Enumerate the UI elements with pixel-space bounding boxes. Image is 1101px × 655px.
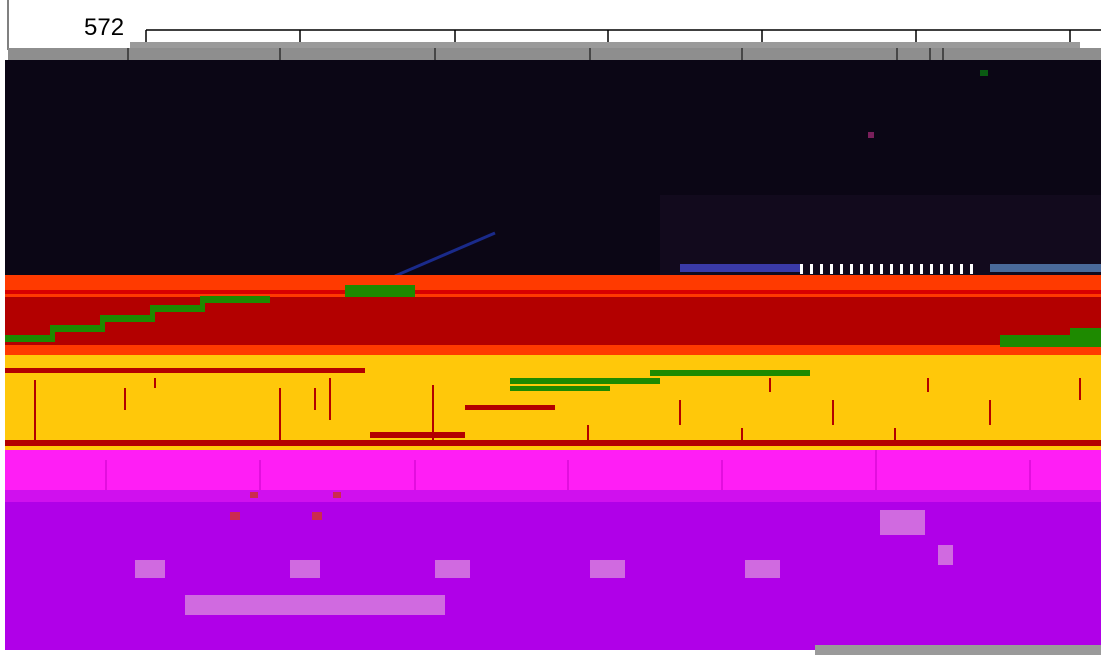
purple-band	[5, 500, 1101, 650]
green-staircase	[5, 296, 270, 345]
frame-number: 572	[84, 14, 125, 41]
gray-bottom-strip	[815, 645, 1101, 655]
